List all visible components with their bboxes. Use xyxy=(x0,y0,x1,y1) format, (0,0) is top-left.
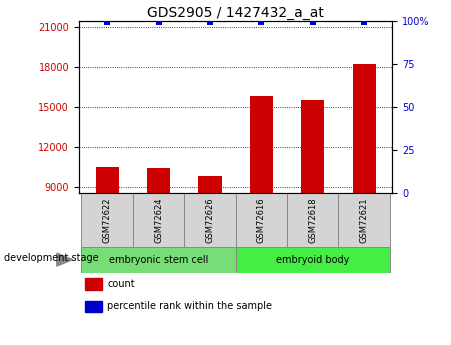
Bar xyxy=(96,167,119,306)
Point xyxy=(155,20,162,25)
Bar xyxy=(133,193,184,247)
Text: GSM72618: GSM72618 xyxy=(308,197,317,243)
Text: GSM72621: GSM72621 xyxy=(359,197,368,243)
Bar xyxy=(301,100,324,306)
Bar xyxy=(235,247,390,273)
Bar xyxy=(338,193,390,247)
Bar xyxy=(82,247,235,273)
Text: GSM72626: GSM72626 xyxy=(206,197,215,243)
Bar xyxy=(85,278,102,289)
Bar xyxy=(287,193,338,247)
Point xyxy=(360,20,368,25)
Bar xyxy=(235,193,287,247)
Text: GSM72616: GSM72616 xyxy=(257,197,266,243)
Bar xyxy=(198,176,221,306)
Bar xyxy=(184,193,235,247)
Bar xyxy=(147,168,170,306)
Bar xyxy=(82,193,133,247)
Point xyxy=(207,20,214,25)
Text: embryoid body: embryoid body xyxy=(276,255,350,265)
Point xyxy=(258,20,265,25)
Text: GSM72624: GSM72624 xyxy=(154,197,163,243)
Bar xyxy=(85,301,102,312)
Text: percentile rank within the sample: percentile rank within the sample xyxy=(107,301,272,311)
Text: development stage: development stage xyxy=(4,253,99,263)
Text: GSM72622: GSM72622 xyxy=(103,197,112,243)
Polygon shape xyxy=(57,253,73,266)
Point xyxy=(309,20,316,25)
Text: embryonic stem cell: embryonic stem cell xyxy=(109,255,208,265)
Title: GDS2905 / 1427432_a_at: GDS2905 / 1427432_a_at xyxy=(147,6,324,20)
Bar xyxy=(353,65,376,306)
Bar xyxy=(250,96,273,306)
Point xyxy=(104,20,111,25)
Text: count: count xyxy=(107,279,135,289)
